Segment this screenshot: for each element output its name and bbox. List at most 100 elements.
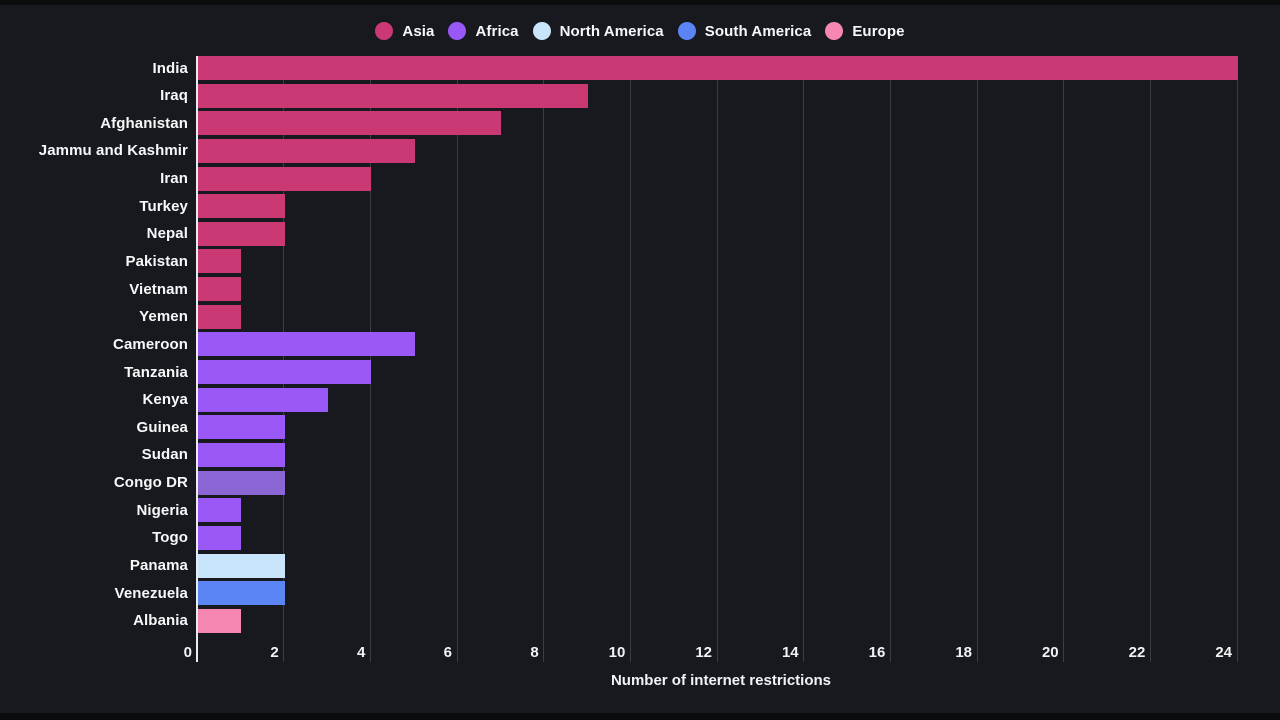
legend: Asia Africa North America South America Euro… <box>0 22 1280 40</box>
x-tick-label: 14 <box>781 644 799 661</box>
chart-row: Congo DR <box>0 470 1280 499</box>
legend-item-north-america[interactable]: North America <box>532 22 664 40</box>
bar-cameroon[interactable] <box>198 332 415 357</box>
x-tick-label: 10 <box>608 644 626 661</box>
chart-row: Jammu and Kashmir <box>0 138 1280 167</box>
gridline <box>369 56 371 662</box>
bar-togo[interactable] <box>198 525 242 550</box>
bar-sudan[interactable] <box>198 442 285 467</box>
chart-row: Afghanistan <box>0 111 1280 139</box>
gridline <box>1149 56 1151 662</box>
x-tick-label: 24 <box>1215 644 1232 661</box>
bar-albania[interactable] <box>198 608 242 633</box>
legend-dot-icon <box>677 22 696 40</box>
chart-row: Tanzania <box>0 360 1280 388</box>
x-tick-label: 6 <box>443 644 452 661</box>
legend-item-south-america[interactable]: South America <box>677 22 812 40</box>
bar-vietnam[interactable] <box>198 277 242 302</box>
x-tick-label: 12 <box>695 644 712 661</box>
bar-iraq[interactable] <box>198 83 588 108</box>
country-label: Sudan <box>141 446 188 464</box>
x-tick-label: 22 <box>1128 644 1146 661</box>
x-tick-label: 18 <box>955 644 972 661</box>
country-label: Albania <box>133 612 188 630</box>
chart-row: India <box>0 56 1280 84</box>
chart-row: Iraq <box>0 83 1280 112</box>
country-label: Guinea <box>136 418 188 436</box>
letterbox-top <box>0 0 1280 5</box>
chart-row: Cameroon <box>0 332 1280 360</box>
country-label: Pakistan <box>125 252 188 270</box>
chart-row: Panama <box>0 553 1280 582</box>
bar-panama[interactable] <box>198 553 285 578</box>
legend-dot-icon <box>532 22 551 40</box>
country-label: Nigeria <box>136 501 188 519</box>
country-label: Togo <box>152 529 188 547</box>
gridline <box>456 56 458 662</box>
bar-jammu-and-kashmir[interactable] <box>198 138 415 163</box>
country-label: Panama <box>129 557 188 575</box>
bar-nepal[interactable] <box>198 221 285 246</box>
gridline <box>543 56 545 662</box>
chart-row: Nepal <box>0 221 1280 250</box>
x-tick-label: 0 <box>183 644 192 661</box>
bar-india[interactable] <box>198 56 1238 80</box>
bar-guinea[interactable] <box>198 415 285 440</box>
country-label: Congo DR <box>113 474 188 492</box>
bar-nigeria[interactable] <box>198 498 242 523</box>
gridline <box>629 56 631 662</box>
country-label: Iran <box>160 170 188 188</box>
legend-label: Europe <box>852 22 905 40</box>
chart-row: Sudan <box>0 442 1280 471</box>
country-label: Nepal <box>146 225 188 243</box>
legend-dot-icon <box>825 22 844 40</box>
country-label: Cameroon <box>113 335 188 353</box>
bar-pakistan[interactable] <box>198 249 242 274</box>
bar-iran[interactable] <box>198 166 372 191</box>
country-label: Afghanistan <box>100 114 188 132</box>
country-label: Iraq <box>160 87 188 105</box>
legend-label: Africa <box>475 22 519 40</box>
gridline <box>1063 56 1065 662</box>
x-axis-title: Number of internet restrictions <box>610 672 832 689</box>
y-axis-line <box>196 56 198 662</box>
chart-row: Pakistan <box>0 249 1280 277</box>
legend-item-europe[interactable]: Europe <box>825 22 905 40</box>
country-label: Kenya <box>142 391 188 409</box>
chart-row: Kenya <box>0 387 1280 416</box>
chart-row: Turkey <box>0 194 1280 222</box>
gridline <box>803 56 805 662</box>
chart-row: Iran <box>0 166 1280 195</box>
bar-venezuela[interactable] <box>198 581 285 606</box>
chart-row: Togo <box>0 525 1280 554</box>
x-tick-label: 4 <box>356 644 366 661</box>
country-label: Turkey <box>139 197 188 215</box>
plot-area: India Iraq Afghanistan Jammu and Kashmir Ira… <box>0 56 1280 636</box>
bar-tanzania[interactable] <box>198 360 372 385</box>
legend-label: South America <box>704 22 812 40</box>
country-label: Vietnam <box>129 280 188 298</box>
bar-yemen[interactable] <box>198 304 242 329</box>
country-label: India <box>152 59 188 77</box>
bar-kenya[interactable] <box>198 387 328 412</box>
bar-turkey[interactable] <box>198 194 285 219</box>
bar-afghanistan[interactable] <box>198 111 502 136</box>
bar-congo-dr[interactable] <box>198 470 285 495</box>
country-label: Tanzania <box>124 363 188 381</box>
gridline <box>976 56 978 662</box>
x-tick-label: 20 <box>1041 644 1059 661</box>
chart-row: Nigeria <box>0 498 1280 526</box>
country-label: Yemen <box>139 308 188 326</box>
x-tick-label: 16 <box>868 644 886 661</box>
gridline <box>283 56 285 662</box>
gridline <box>716 56 718 662</box>
letterbox-bottom <box>0 713 1280 720</box>
legend-item-africa[interactable]: Africa <box>448 22 519 40</box>
legend-item-asia[interactable]: Asia <box>375 22 434 40</box>
chart-row: Vietnam <box>0 277 1280 305</box>
chart-row: Yemen <box>0 304 1280 333</box>
x-tick-label: 2 <box>270 644 279 661</box>
legend-label: Asia <box>402 22 435 40</box>
gridline <box>1236 56 1238 662</box>
